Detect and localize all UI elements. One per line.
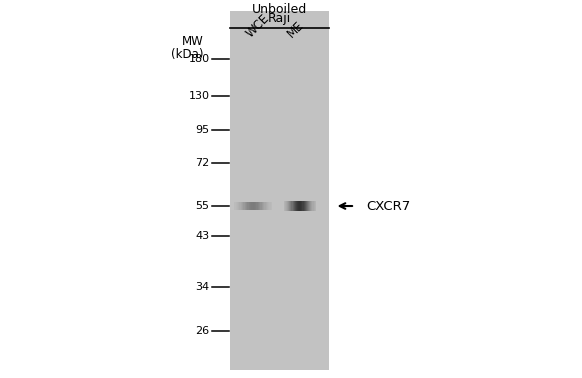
FancyBboxPatch shape: [246, 202, 247, 210]
FancyBboxPatch shape: [292, 201, 293, 211]
FancyBboxPatch shape: [255, 202, 257, 210]
Text: 26: 26: [196, 326, 210, 336]
FancyBboxPatch shape: [236, 202, 237, 210]
FancyBboxPatch shape: [300, 201, 301, 211]
FancyBboxPatch shape: [285, 201, 286, 211]
FancyBboxPatch shape: [242, 202, 243, 210]
Text: 34: 34: [196, 282, 210, 292]
FancyBboxPatch shape: [244, 202, 246, 210]
FancyBboxPatch shape: [260, 202, 262, 210]
FancyBboxPatch shape: [294, 201, 296, 211]
FancyBboxPatch shape: [239, 202, 241, 210]
FancyBboxPatch shape: [257, 202, 258, 210]
FancyBboxPatch shape: [249, 202, 250, 210]
Text: 43: 43: [196, 231, 210, 241]
FancyBboxPatch shape: [304, 201, 305, 211]
FancyBboxPatch shape: [314, 201, 315, 211]
FancyBboxPatch shape: [296, 201, 297, 211]
FancyBboxPatch shape: [310, 201, 311, 211]
Text: CXCR7: CXCR7: [367, 200, 411, 212]
Text: WCE: WCE: [244, 11, 272, 40]
FancyBboxPatch shape: [251, 202, 253, 210]
Text: MW: MW: [182, 35, 204, 48]
FancyBboxPatch shape: [237, 202, 238, 210]
FancyBboxPatch shape: [308, 201, 309, 211]
FancyBboxPatch shape: [307, 201, 308, 211]
FancyBboxPatch shape: [247, 202, 249, 210]
FancyBboxPatch shape: [271, 202, 272, 210]
FancyBboxPatch shape: [297, 201, 298, 211]
Text: 180: 180: [189, 54, 210, 64]
Text: Raji: Raji: [268, 12, 291, 25]
FancyBboxPatch shape: [250, 202, 251, 210]
FancyBboxPatch shape: [264, 202, 265, 210]
FancyBboxPatch shape: [263, 202, 264, 210]
FancyBboxPatch shape: [265, 202, 267, 210]
Text: 130: 130: [189, 91, 210, 101]
FancyBboxPatch shape: [289, 201, 290, 211]
FancyBboxPatch shape: [259, 202, 260, 210]
FancyBboxPatch shape: [301, 201, 303, 211]
FancyBboxPatch shape: [230, 11, 329, 370]
FancyBboxPatch shape: [243, 202, 244, 210]
FancyBboxPatch shape: [269, 202, 271, 210]
FancyBboxPatch shape: [241, 202, 242, 210]
FancyBboxPatch shape: [283, 201, 285, 211]
FancyBboxPatch shape: [303, 201, 304, 211]
FancyBboxPatch shape: [238, 202, 239, 210]
FancyBboxPatch shape: [299, 201, 300, 211]
FancyBboxPatch shape: [254, 202, 255, 210]
FancyBboxPatch shape: [234, 202, 236, 210]
FancyBboxPatch shape: [311, 201, 313, 211]
FancyBboxPatch shape: [286, 201, 287, 211]
FancyBboxPatch shape: [309, 201, 310, 211]
Text: 55: 55: [196, 201, 210, 211]
Text: (kDa): (kDa): [171, 48, 204, 61]
FancyBboxPatch shape: [258, 202, 259, 210]
FancyBboxPatch shape: [306, 201, 307, 211]
Text: 95: 95: [196, 125, 210, 135]
FancyBboxPatch shape: [290, 201, 292, 211]
FancyBboxPatch shape: [267, 202, 268, 210]
FancyBboxPatch shape: [288, 201, 289, 211]
FancyBboxPatch shape: [287, 201, 288, 211]
FancyBboxPatch shape: [305, 201, 306, 211]
FancyBboxPatch shape: [313, 201, 314, 211]
Text: Unboiled: Unboiled: [252, 3, 307, 16]
Text: ME: ME: [285, 18, 306, 40]
FancyBboxPatch shape: [293, 201, 294, 211]
Text: 72: 72: [196, 158, 210, 167]
FancyBboxPatch shape: [298, 201, 299, 211]
FancyBboxPatch shape: [268, 202, 269, 210]
FancyBboxPatch shape: [253, 202, 254, 210]
FancyBboxPatch shape: [262, 202, 263, 210]
